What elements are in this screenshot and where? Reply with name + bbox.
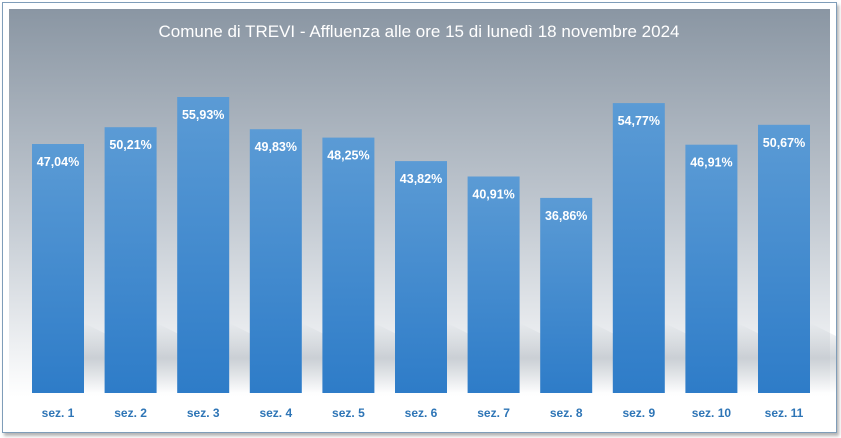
category-tick-label: sez. 6	[405, 406, 438, 420]
bar-value-label: 50,67%	[763, 136, 805, 150]
bar	[758, 124, 810, 394]
bar-value-label: 46,91%	[690, 156, 732, 170]
bars-group	[32, 97, 810, 394]
bar-value-label: 47,04%	[37, 155, 79, 169]
bar-value-label: 36,86%	[545, 209, 587, 223]
bar	[467, 176, 520, 393]
bar	[540, 197, 593, 393]
bar-value-label: 49,83%	[255, 140, 297, 154]
category-tick-label: sez. 11	[765, 406, 804, 420]
category-labels-group: sez. 1 sez. 2 sez. 3 sez. 4 sez. 5 sez. 6 sez.…	[42, 406, 804, 420]
bar-value-label: 54,77%	[618, 114, 660, 128]
bar	[177, 97, 230, 393]
category-tick-label: sez. 4	[259, 406, 292, 420]
category-tick-label: sez. 7	[477, 406, 510, 420]
bar-reflection	[810, 323, 836, 393]
category-tick-label: sez. 3	[187, 406, 220, 420]
category-tick-label: sez. 5	[332, 406, 365, 420]
category-tick-label: sez. 8	[550, 406, 583, 420]
bar	[612, 103, 665, 393]
bar	[685, 144, 738, 393]
bar-value-label: 48,25%	[327, 149, 369, 163]
chart-title: Comune di TREVI - Affluenza alle ore 15 …	[158, 22, 679, 41]
bar-value-label: 55,93%	[182, 108, 224, 122]
bar	[104, 127, 157, 393]
bar	[322, 137, 375, 393]
value-labels-group: 47,04% 50,21% 55,93% 49,83% 48,25% 43,82% 40,9…	[37, 108, 805, 223]
bar-chart: Comune di TREVI - Affluenza alle ore 15 …	[3, 3, 836, 432]
bar	[32, 144, 84, 393]
chart-frame: Comune di TREVI - Affluenza alle ore 15 …	[2, 2, 837, 433]
category-tick-label: sez. 10	[692, 406, 732, 420]
bar-value-label: 43,82%	[400, 172, 442, 186]
category-tick-label: sez. 9	[622, 406, 655, 420]
category-tick-label: sez. 2	[114, 406, 147, 420]
bar	[395, 161, 447, 393]
bar-value-label: 50,21%	[109, 138, 151, 152]
bar	[249, 129, 302, 393]
category-tick-label: sez. 1	[42, 406, 75, 420]
bar-value-label: 40,91%	[472, 188, 514, 202]
